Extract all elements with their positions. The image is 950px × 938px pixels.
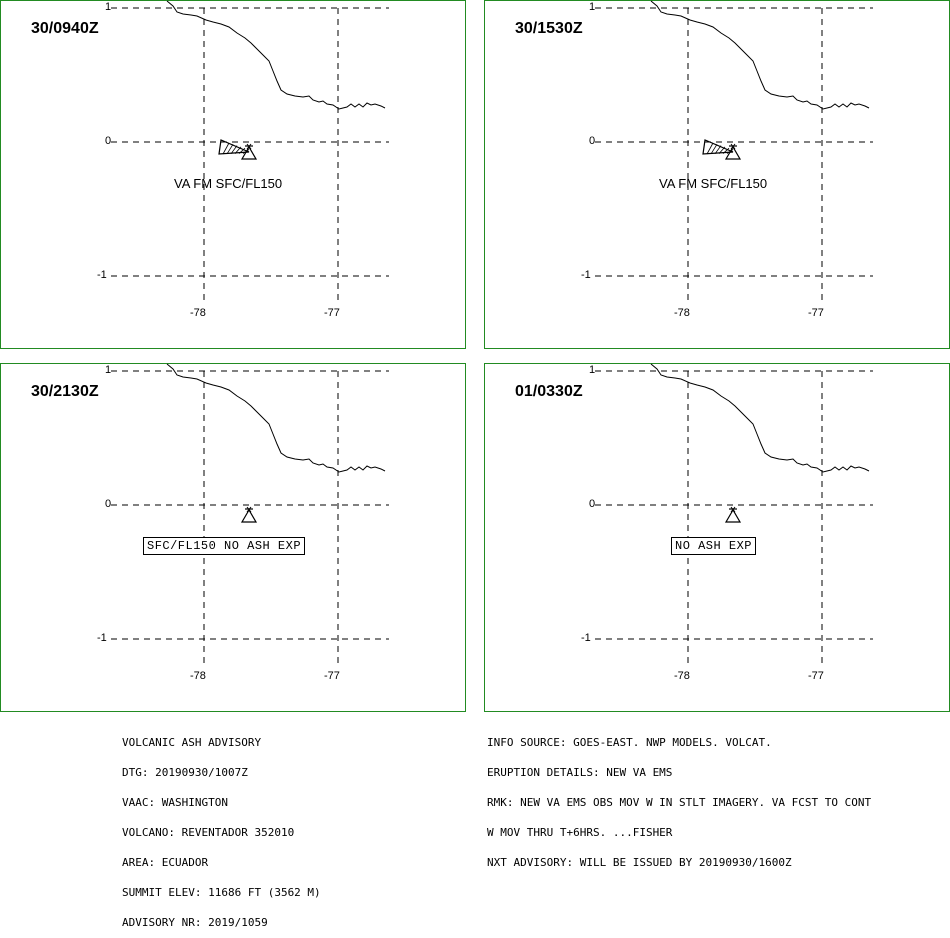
coastline [166, 0, 386, 110]
map-graphics-3 [111, 363, 389, 664]
ash-hatch [722, 147, 730, 154]
lat-tick-1-m1: -1 [97, 269, 107, 281]
lon-tick-2-77: -77 [808, 307, 824, 319]
lon-tick-1-78: -78 [190, 307, 206, 319]
advisory-left-line-1: VOLCANIC ASH ADVISORY [122, 736, 262, 749]
advisory-left-line-3: VAAC: WASHINGTON [122, 796, 228, 809]
lat-tick-2-0: 0 [589, 135, 596, 147]
volcano-icon [240, 508, 258, 523]
lon-tick-3-77: -77 [324, 670, 340, 682]
ash-hatch [234, 146, 242, 154]
ash-hatch [230, 145, 238, 155]
volcano-mark [246, 143, 252, 150]
lon-tick-3-78: -78 [190, 670, 206, 682]
ash-hatch [222, 142, 230, 155]
map-graphics-4 [595, 363, 873, 664]
advisory-right-line-1: INFO SOURCE: GOES-EAST. NWP MODELS. VOLC… [487, 736, 772, 749]
volcano-mark [730, 143, 736, 150]
coastline [166, 363, 386, 473]
advisory-left-line-2: DTG: 20190930/1007Z [122, 766, 248, 779]
ash-cloud-polygon [218, 139, 250, 155]
lat-tick-1-1: 1 [105, 1, 112, 13]
coastline [650, 363, 870, 473]
panel-time-1: 30/0940Z [31, 20, 99, 37]
lat-tick-2-1: 1 [589, 1, 596, 13]
ash-cloud-polygon [702, 139, 734, 155]
panel-time-4: 01/0330Z [515, 383, 583, 400]
advisory-right: INFO SOURCE: GOES-EAST. NWP MODELS. VOLC… [487, 718, 871, 878]
advisory-right-line-3: RMK: NEW VA EMS OBS MOV W IN STLT IMAGER… [487, 796, 872, 809]
volcano-icon [724, 508, 742, 523]
lat-tick-2-m1: -1 [581, 269, 591, 281]
ash-label-4: NO ASH EXP [671, 537, 757, 555]
map-graphics-1 [111, 0, 389, 301]
map-panel-4: 01/0330Z 1 0 -1 -78 -77 NO ASH EXP [484, 363, 950, 712]
map-panel-2: 30/1530Z 1 0 -1 -78 -77 VA FM SFC/FL150 [484, 0, 950, 349]
advisory-left-line-6: SUMMIT ELEV: 11686 FT (3562 M) [122, 886, 321, 899]
ash-hatch [226, 144, 234, 155]
map-panel-1: 30/0940Z 1 0 -1 -78 -77 VA FM SFC/FL150 [0, 0, 466, 349]
coastline [650, 0, 870, 110]
panel-time-2: 30/1530Z [515, 20, 583, 37]
lon-tick-4-78: -78 [674, 670, 690, 682]
advisory-left-line-7: ADVISORY NR: 2019/1059 [122, 916, 268, 929]
advisory-right-line-2: ERUPTION DETAILS: NEW VA EMS [487, 766, 673, 779]
lat-tick-4-1: 1 [589, 364, 596, 376]
advisory-left-line-5: AREA: ECUADOR [122, 856, 209, 869]
advisory-left-line-4: VOLCANO: REVENTADOR 352010 [122, 826, 295, 839]
ash-hatch [710, 144, 718, 155]
ash-hatch [718, 146, 726, 154]
lon-tick-4-77: -77 [808, 670, 824, 682]
ash-hatch [706, 142, 714, 155]
ash-hatch [238, 147, 246, 154]
lat-tick-3-1: 1 [105, 364, 112, 376]
advisory-left: VOLCANIC ASH ADVISORY DTG: 20190930/1007… [122, 718, 321, 938]
volcano-mark [730, 506, 736, 513]
lat-tick-1-0: 0 [105, 135, 112, 147]
lat-tick-3-0: 0 [105, 498, 112, 510]
ash-hatch [714, 145, 722, 155]
ash-label-3: SFC/FL150 NO ASH EXP [143, 537, 306, 555]
ash-label-1: VA FM SFC/FL150 [174, 176, 283, 191]
map-panel-3: 30/2130Z 1 0 -1 -78 -77 SFC/FL150 NO ASH… [0, 363, 466, 712]
volcano-mark [246, 506, 252, 513]
volcano-icon [240, 145, 258, 160]
advisory-right-line-4: W MOV THRU T+6HRS. ...FISHER [487, 826, 673, 839]
lat-tick-3-m1: -1 [97, 632, 107, 644]
map-graphics-2 [595, 0, 873, 301]
advisory-right-line-5: NXT ADVISORY: WILL BE ISSUED BY 20190930… [487, 856, 792, 869]
lat-tick-4-0: 0 [589, 498, 596, 510]
lat-tick-4-m1: -1 [581, 632, 591, 644]
volcano-icon [724, 145, 742, 160]
lon-tick-2-78: -78 [674, 307, 690, 319]
panel-time-3: 30/2130Z [31, 383, 99, 400]
lon-tick-1-77: -77 [324, 307, 340, 319]
ash-label-2: VA FM SFC/FL150 [659, 176, 768, 191]
